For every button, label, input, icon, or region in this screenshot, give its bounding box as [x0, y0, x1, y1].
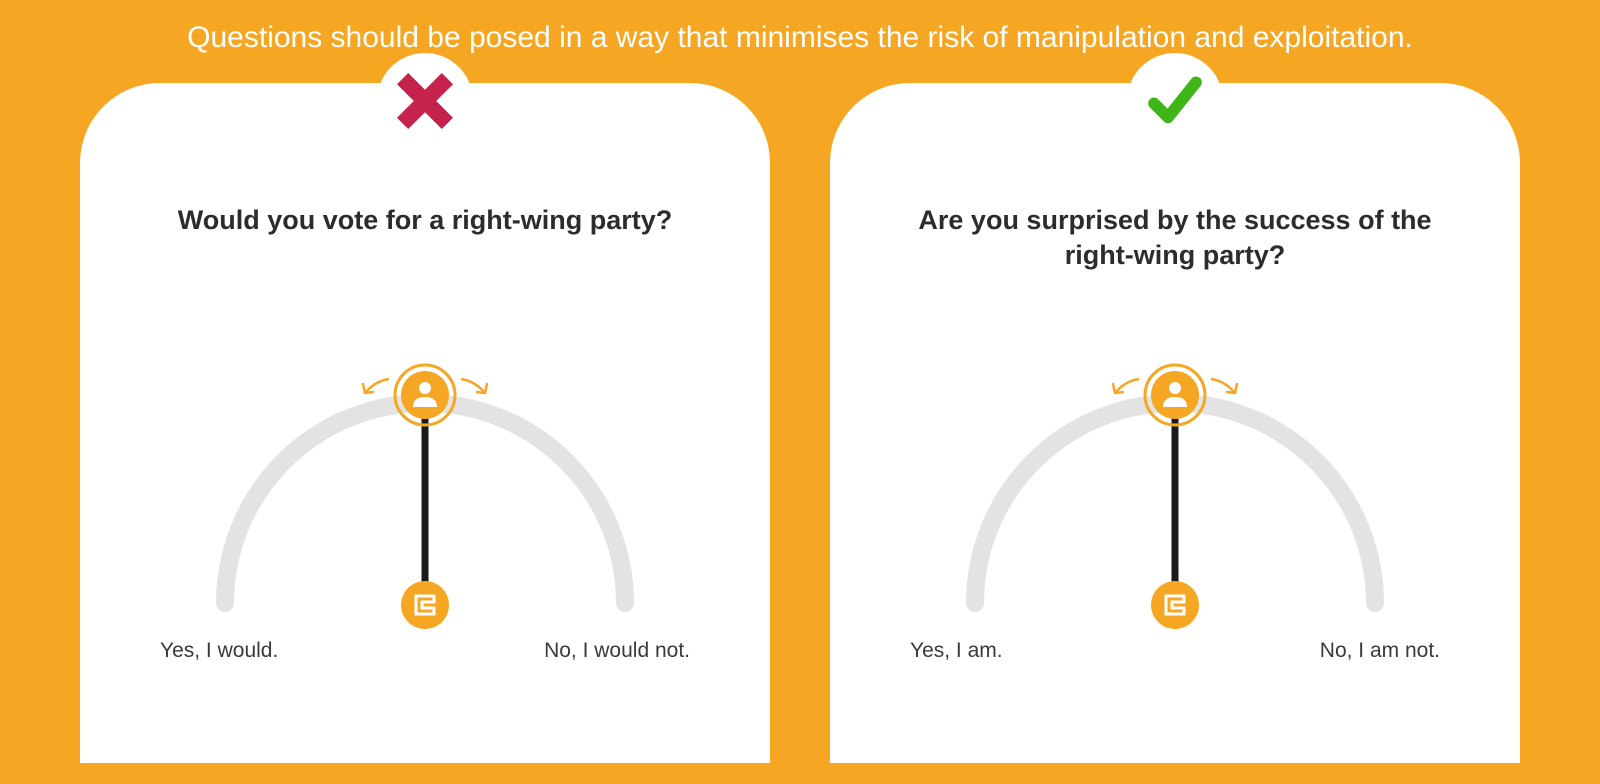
arrow-right-icon [1211, 379, 1235, 393]
gauge-svg [915, 323, 1435, 663]
arrow-right-icon [461, 379, 485, 393]
gauge-handle[interactable] [1151, 371, 1199, 419]
person-head-icon [419, 382, 431, 394]
person-head-icon [1169, 382, 1181, 394]
right-label: No, I would not. [544, 639, 690, 663]
left-label: Yes, I am. [910, 639, 1003, 663]
gauge-right[interactable]: Yes, I am. No, I am not. [830, 323, 1520, 703]
arrow-left-icon [365, 379, 389, 393]
arrow-left-icon [1115, 379, 1139, 393]
card-right: Are you surprised by the success of the … [830, 83, 1520, 763]
check-icon [1147, 73, 1203, 129]
card-row: Would you vote for a right-wing party? [0, 83, 1600, 763]
left-label: Yes, I would. [160, 639, 278, 663]
question-text: Are you surprised by the success of the … [830, 203, 1520, 283]
wrong-badge [377, 53, 473, 149]
right-badge [1127, 53, 1223, 149]
right-label: No, I am not. [1320, 639, 1440, 663]
gauge-labels: Yes, I am. No, I am not. [830, 639, 1520, 663]
gauge-labels: Yes, I would. No, I would not. [80, 639, 770, 663]
header-text: Questions should be posed in a way that … [0, 0, 1600, 83]
gauge-knob [401, 581, 449, 629]
question-text: Would you vote for a right-wing party? [80, 203, 770, 283]
gauge-wrong[interactable]: Yes, I would. No, I would not. [80, 323, 770, 703]
gauge-svg [165, 323, 685, 663]
card-wrong: Would you vote for a right-wing party? [80, 83, 770, 763]
cross-icon [397, 73, 453, 129]
gauge-handle[interactable] [401, 371, 449, 419]
gauge-knob [1151, 581, 1199, 629]
